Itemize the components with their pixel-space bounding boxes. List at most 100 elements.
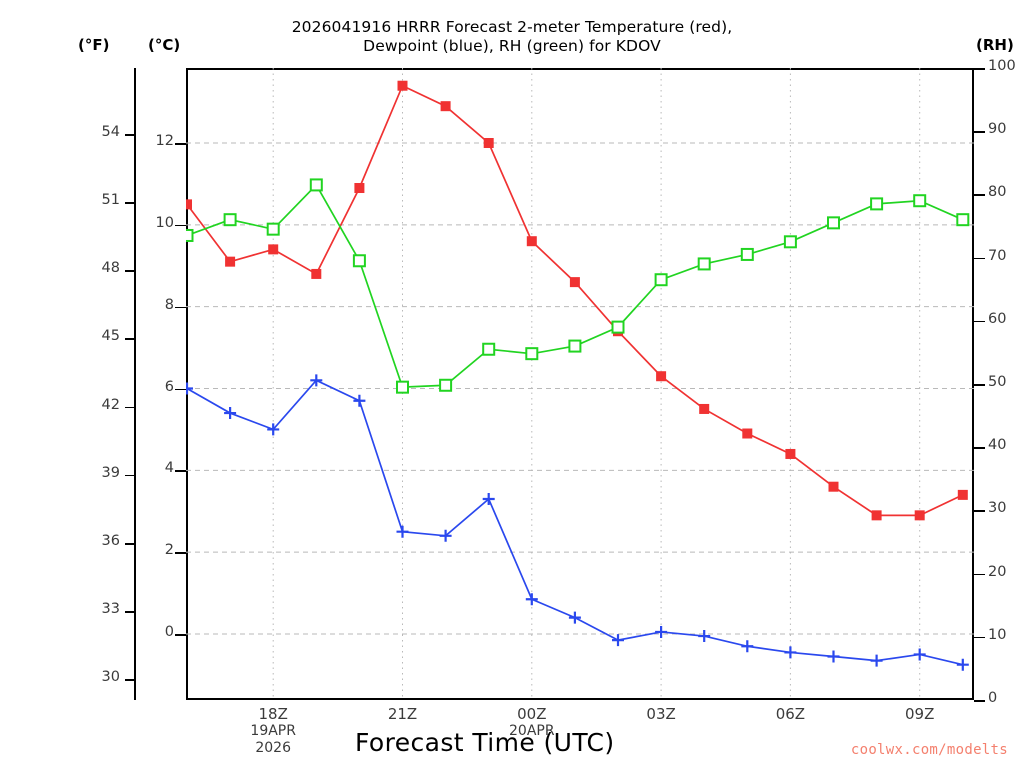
- celsius-tick: 2: [164, 542, 174, 559]
- left-axis-celsius-unit: (°C): [148, 36, 181, 54]
- celsius-tick-mark: [175, 634, 186, 636]
- time-tick-date: 19APR: [250, 723, 296, 739]
- marker-plus: [784, 646, 797, 659]
- fahrenheit-tick: 42: [101, 396, 120, 413]
- time-tick-main: 09Z: [905, 705, 935, 723]
- rh-tick: 60: [988, 310, 1007, 327]
- rh-tick: 30: [988, 500, 1007, 517]
- chart-title: 2026041916 HRRR Forecast 2-meter Tempera…: [0, 18, 1024, 56]
- time-tick-main: 21Z: [387, 705, 418, 723]
- marker-plus: [439, 529, 452, 542]
- rh-tick-mark: [974, 257, 985, 260]
- marker-open-square: [697, 257, 711, 271]
- marker-filled-square: [483, 138, 494, 148]
- time-tick-06Z: 06Z: [750, 706, 830, 723]
- marker-filled-square: [186, 199, 192, 210]
- marker-open-square: [827, 216, 840, 230]
- rh-tick-mark: [974, 700, 985, 702]
- fahrenheit-tick-mark: [125, 543, 136, 545]
- fahrenheit-tick: 30: [101, 669, 120, 686]
- time-tick-main: 00Z: [517, 705, 547, 723]
- rh-tick: 0: [988, 690, 998, 706]
- marker-open-square: [525, 347, 539, 361]
- rh-tick-mark: [974, 384, 985, 386]
- marker-plus: [827, 650, 840, 663]
- time-tick-18Z: 18Z 19APR 2026: [233, 706, 313, 757]
- time-tick-00Z: 00Z 20APR: [492, 706, 572, 740]
- marker-plus: [353, 394, 366, 407]
- series-dewpoint: [186, 374, 969, 671]
- marker-plus: [525, 593, 538, 606]
- marker-open-square: [956, 213, 970, 227]
- rh-tick-mark: [974, 636, 985, 639]
- celsius-tick-mark: [175, 388, 186, 391]
- right-axis-rh-unit: (RH): [976, 36, 1014, 54]
- rh-tick-mark: [974, 573, 985, 576]
- time-tick-main: 03Z: [646, 705, 676, 723]
- rh-tick: 10: [988, 626, 1007, 643]
- marker-filled-square: [699, 403, 710, 414]
- series-rh: [186, 178, 970, 394]
- series-temperature: [186, 80, 968, 521]
- marker-filled-square: [742, 428, 753, 439]
- fahrenheit-tick: 33: [101, 601, 120, 618]
- marker-filled-square: [354, 183, 365, 194]
- celsius-tick: 12: [155, 133, 174, 149]
- rh-tick: 80: [988, 184, 1007, 201]
- celsius-tick-mark: [175, 552, 186, 554]
- rh-tick-mark: [974, 320, 985, 323]
- rh-tick: 100: [988, 58, 1016, 74]
- time-tick-year: 2026: [255, 740, 291, 756]
- celsius-tick: 8: [164, 296, 174, 313]
- marker-filled-square: [397, 80, 408, 91]
- fahrenheit-tick: 45: [101, 328, 120, 345]
- plot-series-layer: [186, 68, 974, 700]
- time-tick-main: 18Z: [258, 705, 288, 723]
- marker-plus: [482, 492, 495, 505]
- marker-filled-square: [225, 256, 236, 267]
- marker-open-square: [482, 342, 496, 356]
- rh-tick-mark: [974, 131, 985, 133]
- marker-filled-square: [268, 244, 279, 255]
- rh-tick: 20: [988, 563, 1007, 580]
- fahrenheit-tick-mark: [125, 679, 136, 682]
- marker-open-square: [266, 222, 280, 236]
- fahrenheit-tick: 51: [101, 192, 120, 209]
- marker-filled-square: [440, 101, 451, 112]
- fahrenheit-tick-mark: [125, 611, 136, 613]
- celsius-tick-mark: [175, 306, 186, 309]
- marker-open-square: [654, 273, 668, 287]
- marker-plus: [655, 625, 668, 638]
- marker-open-square: [309, 178, 323, 192]
- time-tick-21Z: 21Z: [363, 706, 443, 723]
- rh-tick: 90: [988, 121, 1007, 138]
- celsius-tick-mark: [175, 470, 186, 472]
- rh-tick-mark: [974, 194, 985, 196]
- data-series: [186, 80, 970, 671]
- time-tick-main: 06Z: [775, 705, 806, 723]
- marker-plus: [224, 407, 237, 420]
- celsius-tick: 6: [164, 378, 174, 395]
- marker-plus: [396, 525, 409, 538]
- marker-open-square: [439, 378, 453, 392]
- chart-title-line-2: Dewpoint (blue), RH (green) for KDOV: [363, 37, 661, 55]
- fahrenheit-tick-mark: [125, 474, 136, 477]
- x-axis-title: Forecast Time (UTC): [355, 728, 615, 757]
- series-line: [186, 84, 964, 517]
- fahrenheit-tick-mark: [125, 406, 136, 409]
- marker-filled-square: [526, 236, 537, 247]
- watermark: coolwx.com/modelts: [850, 742, 1008, 758]
- rh-tick: 70: [988, 247, 1007, 264]
- rh-tick-mark: [974, 447, 985, 449]
- marker-filled-square: [569, 277, 580, 288]
- fahrenheit-tick: 48: [101, 260, 120, 277]
- marker-plus: [612, 634, 624, 647]
- marker-open-square: [352, 254, 366, 268]
- celsius-tick-mark: [175, 143, 186, 145]
- fahrenheit-tick: 36: [101, 533, 120, 550]
- rh-tick: 50: [988, 374, 1007, 390]
- celsius-tick: 4: [164, 460, 174, 477]
- marker-filled-square: [871, 510, 882, 521]
- marker-open-square: [396, 380, 409, 394]
